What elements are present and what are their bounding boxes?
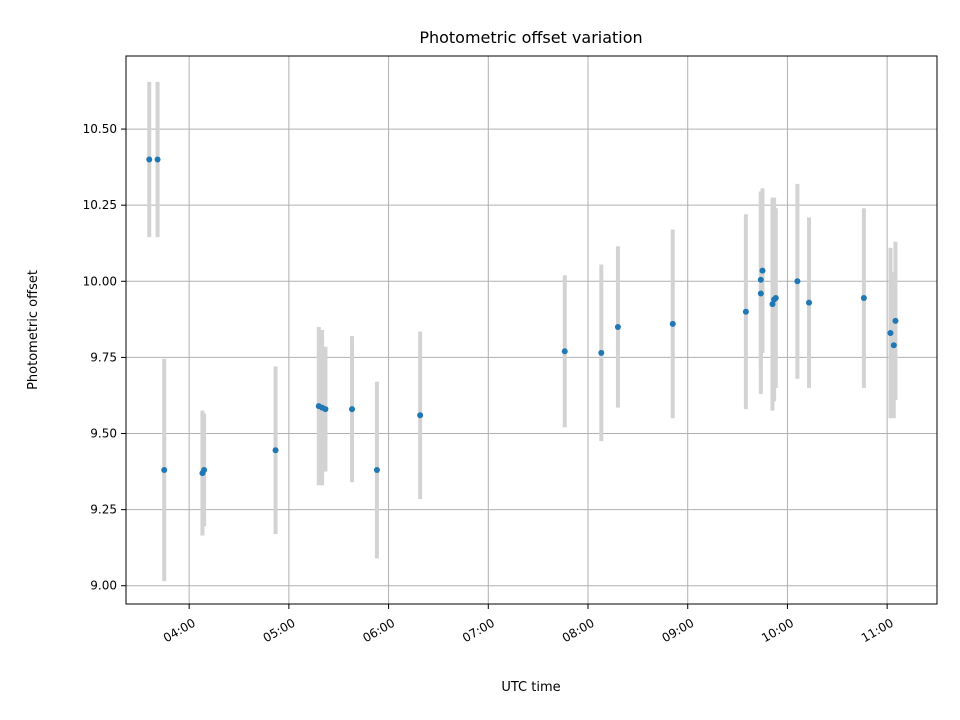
y-tick-label: 10.50: [83, 122, 117, 136]
x-tick-label: 09:00: [659, 616, 696, 645]
x-tick-label: 08:00: [560, 616, 597, 645]
y-axis: 9.00 9.25 9.50 9.75 10.00 10.25 10.50: [83, 122, 126, 593]
data-point: [806, 299, 813, 306]
x-tick-label: 10:00: [759, 616, 796, 645]
data-point: [322, 406, 329, 413]
data-point: [417, 412, 424, 419]
data-point: [614, 323, 621, 330]
plot-frame: [125, 55, 938, 605]
data-point: [794, 278, 801, 285]
x-axis: 04:00 05:00 06:00 07:00 08:00 09:00 10:00 11:00: [161, 604, 896, 645]
data-point: [887, 330, 894, 337]
y-tick-label: 9.75: [90, 350, 117, 364]
y-tick-label: 9.25: [90, 503, 117, 517]
data-point: [759, 267, 766, 274]
data-points: [146, 156, 899, 477]
y-tick-label: 9.00: [90, 579, 117, 593]
chart-title: Photometric offset variation: [419, 28, 642, 47]
x-axis-label: UTC time: [501, 680, 560, 695]
error-bars: [147, 81, 898, 582]
data-point: [860, 295, 867, 302]
x-tick-label: 06:00: [360, 616, 397, 645]
data-point: [161, 467, 168, 474]
x-tick-label: 07:00: [460, 616, 497, 645]
y-tick-label: 10.00: [83, 274, 117, 288]
data-point: [769, 301, 776, 308]
data-point: [757, 276, 764, 283]
data-point: [598, 349, 605, 356]
x-tick-label: 05:00: [261, 616, 298, 645]
data-point: [757, 290, 764, 297]
x-tick-label: 04:00: [161, 616, 198, 645]
y-axis-label: Photometric offset: [26, 270, 41, 390]
data-point: [201, 467, 208, 474]
data-point: [272, 447, 279, 454]
data-point: [669, 320, 676, 327]
data-point: [890, 342, 897, 349]
y-tick-label: 9.50: [90, 427, 117, 441]
grid: [126, 56, 937, 604]
data-point: [772, 295, 779, 302]
data-point: [561, 348, 568, 355]
x-tick-label: 11:00: [859, 616, 896, 645]
data-point: [892, 317, 899, 324]
data-point: [742, 308, 749, 315]
data-point: [154, 156, 161, 163]
y-tick-label: 10.25: [83, 198, 117, 212]
data-point: [349, 406, 356, 413]
data-point: [146, 156, 153, 163]
data-point: [373, 467, 380, 474]
